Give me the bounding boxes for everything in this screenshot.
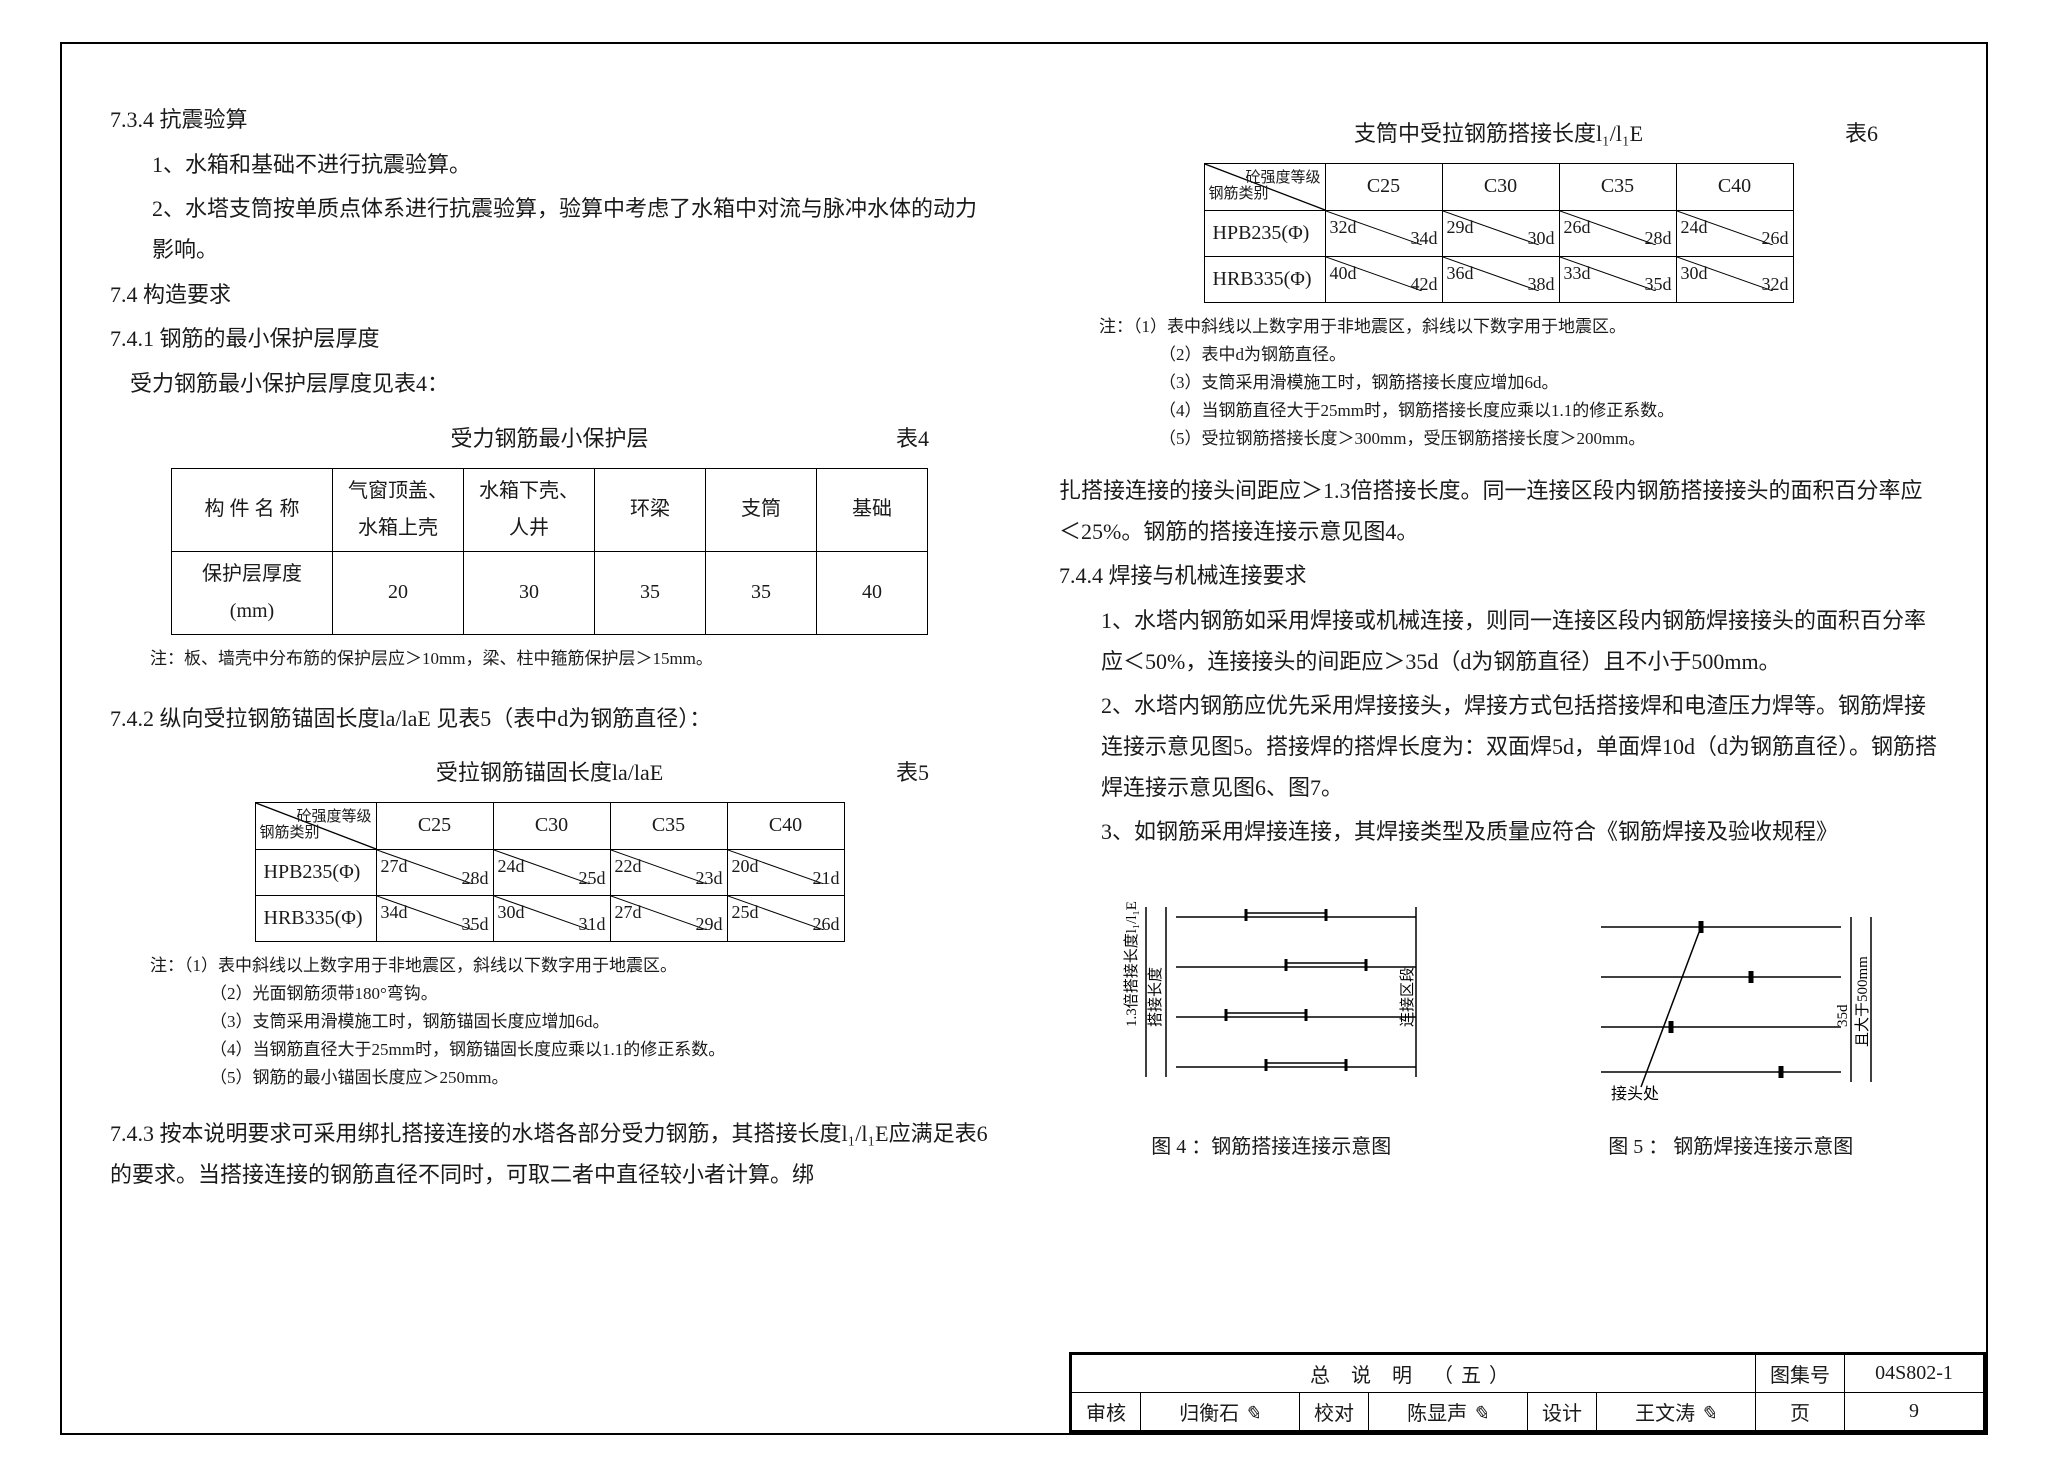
signature-icon: ✎ [1700, 1403, 1717, 1425]
table4-r1h: 保护层厚度(mm) [172, 551, 333, 634]
table6-note-5: （5）受拉钢筋搭接长度＞300mm，受压钢筋搭接长度＞200mm。 [1099, 425, 1938, 453]
tb-sheji-value: 王文涛 ✎ [1597, 1393, 1756, 1431]
tb-jiaodui-value: 陈显声 ✎ [1369, 1393, 1528, 1431]
figure-4: 1.3倍搭接长度l₁/l₁E 搭接长度 连接区段 图 4 ：钢筋搭接连接示意图 [1116, 877, 1426, 1166]
sec-7-4-4-item1: 1、水塔内钢筋如采用焊接或机械连接，则同一连接区段内钢筋焊接接头的面积百分率应＜… [1059, 601, 1938, 682]
table4-h1: 气窗顶盖、水箱上壳 [333, 468, 464, 551]
table4-note-text: 注：板、墙壳中分布筋的保护层应＞10mm，梁、柱中箍筋保护层＞15mm。 [110, 645, 989, 673]
figure-5: 接头处 35d 且大于500mm 图 5 ： 钢筋焊接连接示意图 [1581, 877, 1881, 1166]
table6-note-4: （4）当钢筋直径大于25mm时，钢筋搭接长度应乘以1.1的修正系数。 [1099, 397, 1938, 425]
tb-ye-value: 9 [1845, 1393, 1984, 1431]
sec-7-4-4-item3: 3、如钢筋采用焊接连接，其焊接类型及质量应符合《钢筋焊接及验收规程》 [1059, 812, 1938, 853]
tb-tujihao-value: 04S802-1 [1845, 1355, 1984, 1393]
table4-r1-2: 35 [595, 551, 706, 634]
signature-icon: ✎ [1244, 1403, 1261, 1425]
table6-note-3: （3）支筒采用滑模施工时，钢筋搭接长度应增加6d。 [1099, 369, 1938, 397]
table5-title-row: 受拉钢筋锚固长度la/laE 表5 [110, 753, 989, 794]
table4-h3: 环梁 [595, 468, 706, 551]
fig4-label-1: 1.3倍搭接长度l₁/l₁E [1123, 901, 1140, 1027]
left-column: 7.3.4 抗震验算 1、水箱和基础不进行抗震验算。 2、水塔支筒按单质点体系进… [110, 100, 989, 1333]
fig5-label-2: 35d [1835, 1004, 1851, 1027]
table5-title: 受拉钢筋锚固长度la/laE [436, 760, 663, 785]
table6-title: 支筒中受拉钢筋搭接长度l₁/l₁E [1354, 121, 1643, 146]
figures-row: 1.3倍搭接长度l₁/l₁E 搭接长度 连接区段 图 4 ：钢筋搭接连接示意图 [1059, 877, 1938, 1166]
table4: 构 件 名 称 气窗顶盖、水箱上壳 水箱下壳、人井 环梁 支筒 基础 保护层厚度… [171, 468, 928, 635]
table4-h4: 支筒 [706, 468, 817, 551]
table4-title: 受力钢筋最小保护层 [450, 426, 648, 451]
table5-note-4: （4）当钢筋直径大于25mm时，钢筋锚固长度应乘以1.1的修正系数。 [150, 1036, 989, 1064]
table6-title-row: 支筒中受拉钢筋搭接长度l₁/l₁E 表6 [1059, 114, 1938, 155]
table6-note-1: 注：（1）表中斜线以上数字用于非地震区，斜线以下数字用于地震区。 [1099, 313, 1938, 341]
fig5-label-1: 接头处 [1611, 1085, 1659, 1103]
table5-note-3: （3）支筒采用滑模施工时，钢筋锚固长度应增加6d。 [150, 1008, 989, 1036]
figure-5-caption: 图 5 ： 钢筋焊接连接示意图 [1581, 1129, 1881, 1166]
table6-note-2: （2）表中d为钢筋直径。 [1099, 341, 1938, 369]
sec-7-4-2: 7.4.2 纵向受拉钢筋锚固长度la/laE 见表5（表中d为钢筋直径）： [110, 699, 989, 740]
table5-note-1: 注：（1）表中斜线以上数字用于非地震区，斜线以下数字用于地震区。 [150, 952, 989, 980]
table5-notes: 注：（1）表中斜线以上数字用于非地震区，斜线以下数字用于地震区。 （2）光面钢筋… [110, 952, 989, 1092]
tb-ye-label: 页 [1756, 1393, 1845, 1431]
table5-note-2: （2）光面钢筋须带180°弯钩。 [150, 980, 989, 1008]
figure-4-caption: 图 4 ：钢筋搭接连接示意图 [1116, 1129, 1426, 1166]
table4-label: 表4 [896, 419, 929, 460]
table6: 砼强度等级钢筋类别 C25C30C35C40HPB235(Φ) 32d34d 2… [1204, 163, 1794, 303]
table5: 砼强度等级钢筋类别 C25C30C35C40HPB235(Φ) 27d28d 2… [255, 802, 845, 942]
sec-7-3-4-item2: 2、水塔支筒按单质点体系进行抗震验算，验算中考虑了水箱中对流与脉冲水体的动力影响… [110, 189, 989, 270]
sec-7-4: 7.4 构造要求 [110, 275, 989, 316]
table4-note: 注：板、墙壳中分布筋的保护层应＞10mm，梁、柱中箍筋保护层＞15mm。 [110, 645, 989, 673]
sec-7-4-1: 7.4.1 钢筋的最小保护层厚度 [110, 319, 989, 360]
table5-label: 表5 [896, 753, 929, 794]
table4-title-row: 受力钢筋最小保护层 表4 [110, 419, 989, 460]
tb-tujihao-label: 图集号 [1756, 1355, 1845, 1393]
content-columns: 7.3.4 抗震验算 1、水箱和基础不进行抗震验算。 2、水塔支筒按单质点体系进… [110, 100, 1938, 1333]
tb-title: 总 说 明 （五） [1072, 1355, 1756, 1393]
table4-r1-1: 30 [464, 551, 595, 634]
right-p1: 扎搭接连接的接头间距应＞1.3倍搭接长度。同一连接区段内钢筋搭接接头的面积百分率… [1059, 471, 1938, 552]
sec-7-4-4: 7.4.4 焊接与机械连接要求 [1059, 556, 1938, 597]
fig4-label-3: 连接区段 [1399, 967, 1416, 1027]
table6-label: 表6 [1845, 114, 1878, 155]
table4-h0: 构 件 名 称 [172, 468, 333, 551]
sec-7-4-1-text: 受力钢筋最小保护层厚度见表4： [110, 364, 989, 405]
sec-7-3-4: 7.3.4 抗震验算 [110, 100, 989, 141]
sec-7-4-3: 7.4.3 按本说明要求可采用绑扎搭接连接的水塔各部分受力钢筋，其搭接长度l₁/… [110, 1114, 989, 1195]
fig5-label-3: 且大于500mm [1854, 956, 1871, 1047]
table4-h5: 基础 [817, 468, 928, 551]
table4-r1-4: 40 [817, 551, 928, 634]
figure-4-svg: 1.3倍搭接长度l₁/l₁E 搭接长度 连接区段 [1116, 877, 1426, 1107]
table5-note-5: （5）钢筋的最小锚固长度应＞250mm。 [150, 1064, 989, 1092]
tb-sheji-label: 设计 [1528, 1393, 1597, 1431]
right-column: 支筒中受拉钢筋搭接长度l₁/l₁E 表6 砼强度等级钢筋类别 C25C30C35… [1059, 100, 1938, 1333]
figure-5-svg: 接头处 35d 且大于500mm [1581, 877, 1881, 1107]
tb-shenhe-label: 审核 [1072, 1393, 1141, 1431]
table4-r1-0: 20 [333, 551, 464, 634]
title-block: 总 说 明 （五） 图集号 04S802-1 审核 归衡石 ✎ 校对 陈显声 ✎… [1069, 1352, 1986, 1433]
table4-h2: 水箱下壳、人井 [464, 468, 595, 551]
table6-notes: 注：（1）表中斜线以上数字用于非地震区，斜线以下数字用于地震区。 （2）表中d为… [1059, 313, 1938, 453]
sec-7-3-4-item1: 1、水箱和基础不进行抗震验算。 [110, 145, 989, 186]
page: 7.3.4 抗震验算 1、水箱和基础不进行抗震验算。 2、水塔支筒按单质点体系进… [0, 0, 2048, 1463]
table4-r1-3: 35 [706, 551, 817, 634]
signature-icon: ✎ [1472, 1403, 1489, 1425]
tb-shenhe-value: 归衡石 ✎ [1141, 1393, 1300, 1431]
tb-jiaodui-label: 校对 [1300, 1393, 1369, 1431]
fig4-label-2: 搭接长度 [1147, 967, 1164, 1027]
sec-7-4-4-item2: 2、水塔内钢筋应优先采用焊接接头，焊接方式包括搭接焊和电渣压力焊等。钢筋焊接连接… [1059, 686, 1938, 808]
